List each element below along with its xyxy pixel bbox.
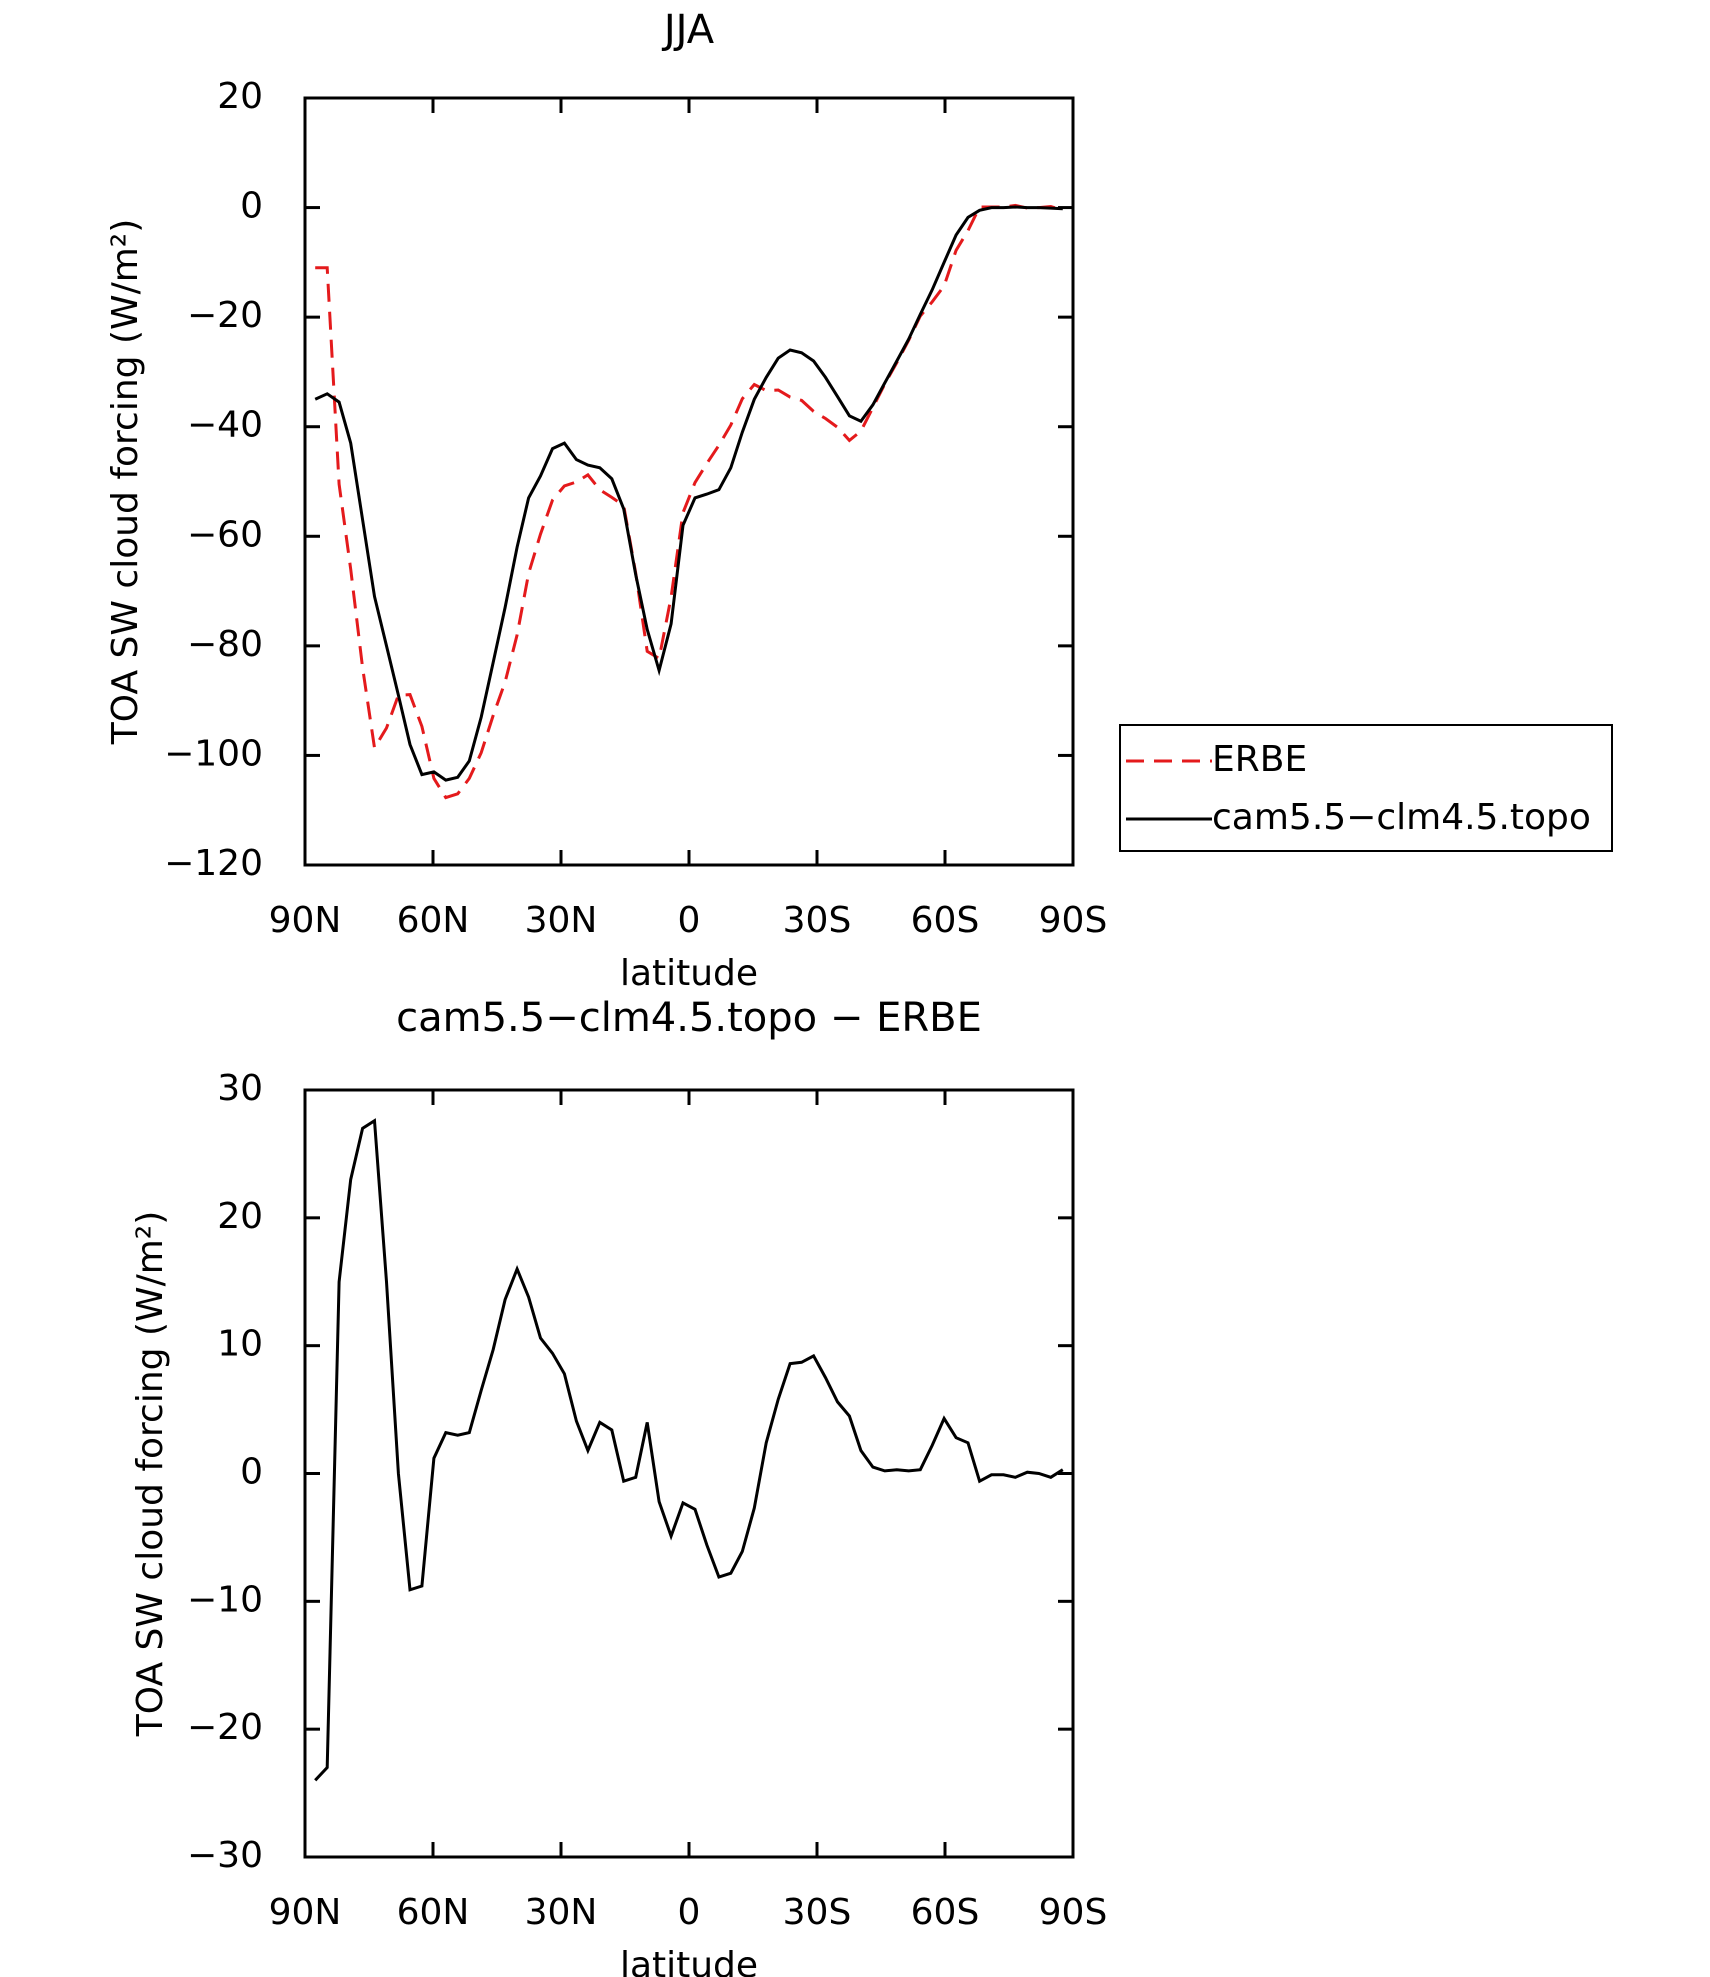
y-tick-label: −40 <box>187 405 263 446</box>
plot-frame <box>303 96 1075 867</box>
x-tick-label: 60S <box>911 1892 980 1933</box>
x-tick-label: 90S <box>1039 1892 1108 1933</box>
x-tick-label: 90S <box>1039 900 1108 941</box>
y-tick-label: −60 <box>187 514 263 555</box>
legend-box <box>1119 724 1613 852</box>
x-tick-label: 30N <box>525 1892 598 1933</box>
x-tick-label: 0 <box>678 900 701 941</box>
x-axis-label: latitude <box>620 953 758 994</box>
x-tick-label: 30S <box>783 1892 852 1933</box>
x-tick-label: 90N <box>269 1892 342 1933</box>
x-tick-label: 90N <box>269 900 342 941</box>
y-tick-label: 30 <box>217 1068 263 1109</box>
y-tick-label: −100 <box>164 733 263 774</box>
y-tick-label: −10 <box>187 1579 263 1620</box>
y-axis-label: TOA SW cloud forcing (W/m²) <box>105 219 146 746</box>
y-tick-label: −30 <box>187 1835 263 1876</box>
y-tick-label: 10 <box>217 1324 263 1365</box>
y-tick-label: 20 <box>217 76 263 117</box>
x-tick-label: 30N <box>525 900 598 941</box>
y-axis-label: TOA SW cloud forcing (W/m²) <box>130 1211 171 1738</box>
x-tick-label: 60S <box>911 900 980 941</box>
y-tick-label: −20 <box>187 295 263 336</box>
x-tick-label: 60N <box>397 900 470 941</box>
x-tick-label: 30S <box>783 900 852 941</box>
x-axis-label: latitude <box>620 1945 758 1977</box>
data-line <box>315 203 1064 800</box>
x-tick-label: 0 <box>678 1892 701 1933</box>
y-tick-label: 0 <box>240 186 263 227</box>
chart-title: cam5.5−clm4.5.topo − ERBE <box>396 995 982 1041</box>
y-tick-label: −120 <box>164 843 263 884</box>
chart-title: JJA <box>661 7 715 53</box>
x-tick-label: 60N <box>397 1892 470 1933</box>
data-line <box>314 205 1063 782</box>
y-tick-label: 0 <box>240 1452 263 1493</box>
data-line <box>314 1118 1064 1782</box>
y-tick-label: −80 <box>187 624 263 665</box>
legend-label: ERBE <box>1212 739 1307 780</box>
plot-frame <box>303 1088 1075 1859</box>
legend-label: cam5.5−clm4.5.topo <box>1212 797 1591 838</box>
y-tick-label: −20 <box>187 1707 263 1748</box>
y-tick-label: 20 <box>217 1196 263 1237</box>
